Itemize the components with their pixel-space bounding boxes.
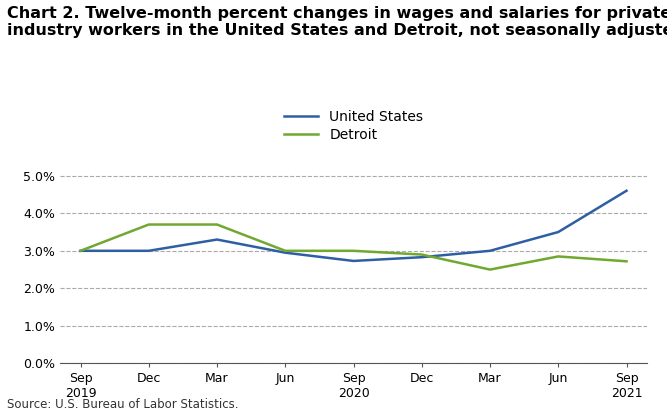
Text: Source: U.S. Bureau of Labor Statistics.: Source: U.S. Bureau of Labor Statistics. bbox=[7, 398, 238, 411]
Detroit bbox=[350, 248, 358, 253]
Text: industry workers in the United States and Detroit, not seasonally adjusted: industry workers in the United States an… bbox=[7, 23, 667, 38]
United States bbox=[281, 250, 289, 255]
United States bbox=[554, 230, 562, 235]
United States bbox=[486, 248, 494, 253]
Detroit bbox=[213, 222, 221, 227]
Detroit bbox=[145, 222, 153, 227]
United States bbox=[418, 255, 426, 260]
Legend: United States, Detroit: United States, Detroit bbox=[279, 106, 428, 146]
Detroit bbox=[486, 267, 494, 272]
Detroit bbox=[281, 248, 289, 253]
United States bbox=[145, 248, 153, 253]
Detroit bbox=[554, 254, 562, 259]
United States bbox=[77, 248, 85, 253]
United States bbox=[350, 259, 358, 263]
United States bbox=[213, 237, 221, 242]
Line: United States: United States bbox=[81, 191, 626, 261]
Line: Detroit: Detroit bbox=[81, 225, 626, 270]
Text: Chart 2. Twelve-month percent changes in wages and salaries for private: Chart 2. Twelve-month percent changes in… bbox=[7, 6, 667, 21]
Detroit bbox=[77, 248, 85, 253]
Detroit bbox=[418, 252, 426, 257]
United States bbox=[622, 188, 630, 193]
Detroit bbox=[622, 259, 630, 264]
